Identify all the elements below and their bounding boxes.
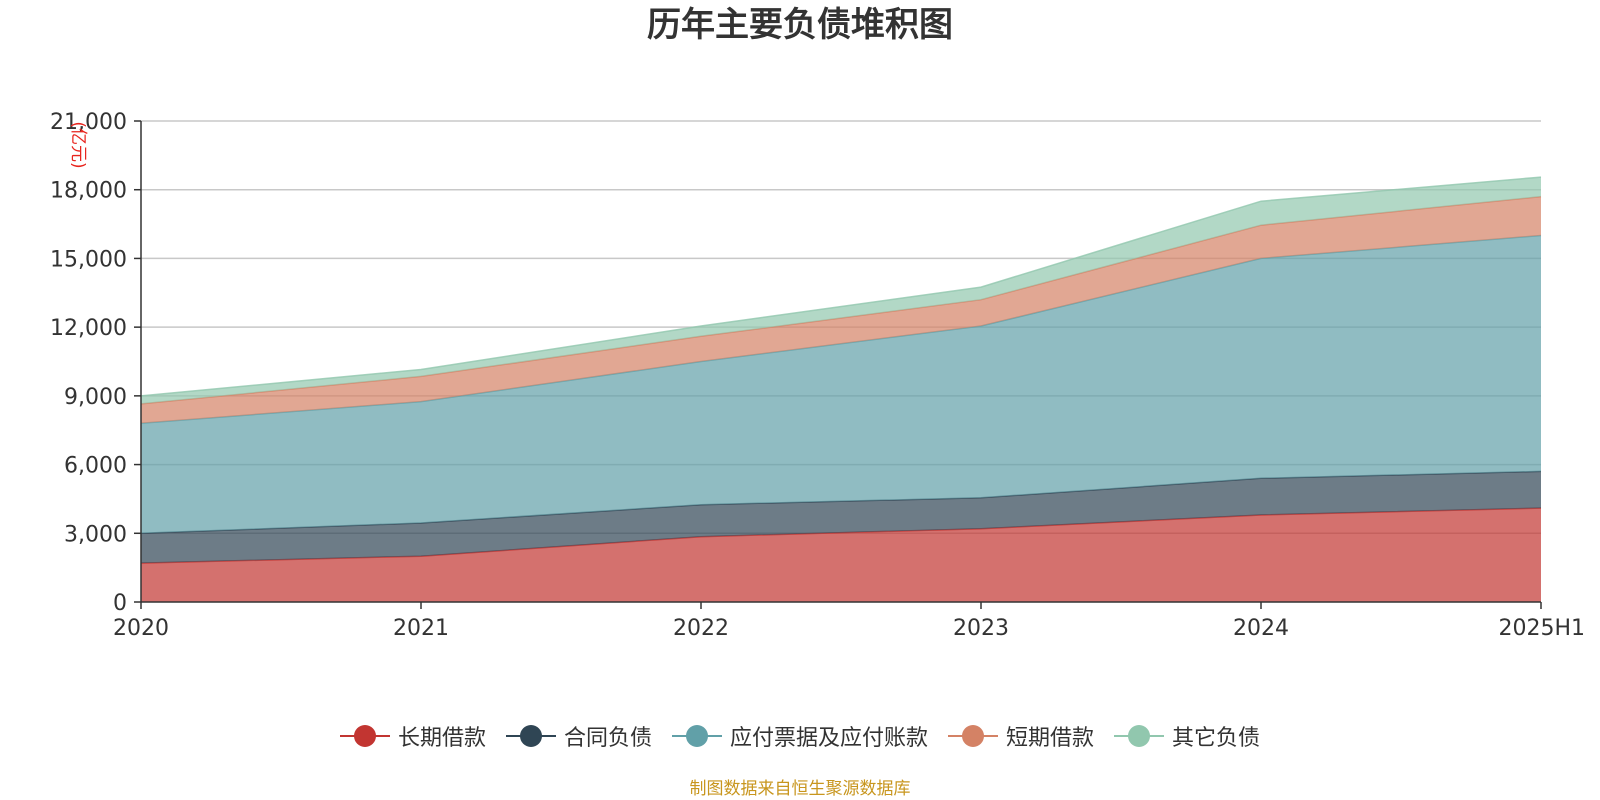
legend-marker-0 (339, 725, 390, 747)
area-series-2 (141, 235, 1541, 534)
area-series-4 (141, 177, 1541, 404)
x-tick-label-2: 2022 (673, 616, 729, 641)
x-tick-label-1: 2021 (393, 616, 449, 641)
legend-marker-1 (505, 725, 556, 747)
legend-item-4[interactable]: 其它负债 (1114, 720, 1260, 752)
source-note: 制图数据来自恒生聚源数据库 (689, 779, 911, 799)
x-tick-label-4: 2024 (1233, 616, 1289, 641)
legend-label-1: 合同负债 (563, 726, 652, 751)
y-tick-label-7: 21,000 (50, 110, 127, 135)
legend-marker-4 (1114, 725, 1165, 747)
y-tick-label-2: 6,000 (64, 454, 127, 479)
legend-label-2: 应付票据及应付账款 (729, 726, 928, 751)
y-tick-label-1: 3,000 (64, 522, 127, 547)
y-tick-label-0: 0 (113, 591, 127, 616)
y-tick-label-6: 18,000 (50, 179, 127, 204)
legend-marker-2 (671, 725, 722, 747)
x-tick-label-0: 2020 (113, 616, 169, 641)
legend-item-1[interactable]: 合同负债 (505, 720, 652, 752)
legend-marker-3 (948, 725, 998, 747)
legend-label-3: 短期借款 (1006, 726, 1095, 751)
y-tick-label-3: 9,000 (64, 385, 127, 410)
legend-label-0: 长期借款 (397, 726, 486, 751)
chart-title: 历年主要负债堆积图 (647, 5, 953, 45)
y-unit-label: (亿元) (68, 121, 88, 168)
legend-item-2[interactable]: 应付票据及应付账款 (671, 720, 928, 752)
legend: 长期借款 合同负债 应付票据及应付账款 短期借款 其它负债 (0, 718, 1600, 754)
y-tick-label-5: 15,000 (50, 247, 127, 272)
y-tick-label-4: 12,000 (50, 316, 127, 341)
legend-label-4: 其它负债 (1172, 726, 1261, 751)
area-series-0 (141, 508, 1541, 602)
legend-item-0[interactable]: 长期借款 (339, 720, 486, 752)
area-edge-4 (140, 176, 1542, 397)
area-series-1 (141, 471, 1541, 564)
x-tick-label-5: 2025H1 (1498, 616, 1585, 641)
legend-item-3[interactable]: 短期借款 (948, 720, 1094, 752)
x-tick-label-3: 2023 (953, 616, 1009, 641)
